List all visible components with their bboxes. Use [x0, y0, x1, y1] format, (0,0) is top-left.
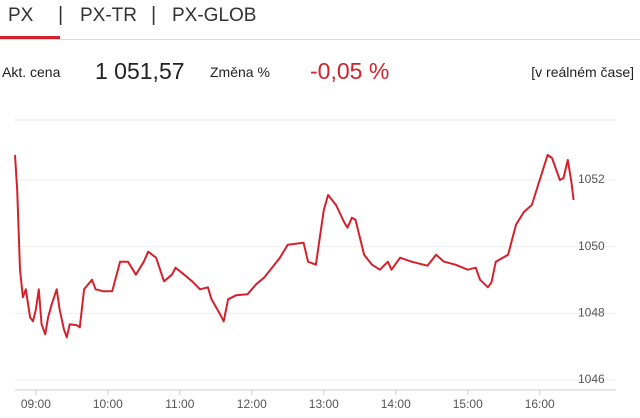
change-label: Změna % [210, 64, 270, 80]
y-tick-label: 1050 [578, 239, 605, 253]
tab[interactable]: PX [8, 5, 34, 26]
x-tick-label: 14:00 [381, 397, 411, 411]
price-label: Akt. cena [2, 64, 61, 80]
tab-underline [0, 36, 60, 39]
y-tick-label: 1046 [578, 372, 605, 386]
x-tick-label: 10:00 [93, 397, 123, 411]
x-tick-label: 16:00 [525, 397, 555, 411]
tab[interactable]: PX-TR [80, 5, 137, 26]
tab-separator: | [151, 4, 157, 26]
realtime-note: [v reálném čase] [531, 64, 634, 80]
x-tick-label: 11:00 [165, 397, 194, 411]
tab[interactable]: PX-GLOB [172, 5, 257, 26]
price: 1 051,57 [95, 58, 185, 84]
x-tick-label: 13:00 [309, 397, 339, 411]
x-tick-label: 12:00 [237, 397, 267, 411]
tab-divider [0, 39, 640, 40]
x-tick-label: 09:00 [21, 397, 51, 411]
change: -0,05 % [310, 58, 390, 84]
y-tick-label: 1052 [578, 172, 605, 186]
y-tick-label: 1048 [578, 306, 605, 320]
tab-separator: | [58, 4, 64, 26]
x-tick-label: 15:00 [453, 397, 483, 411]
price-line [14, 154, 575, 339]
